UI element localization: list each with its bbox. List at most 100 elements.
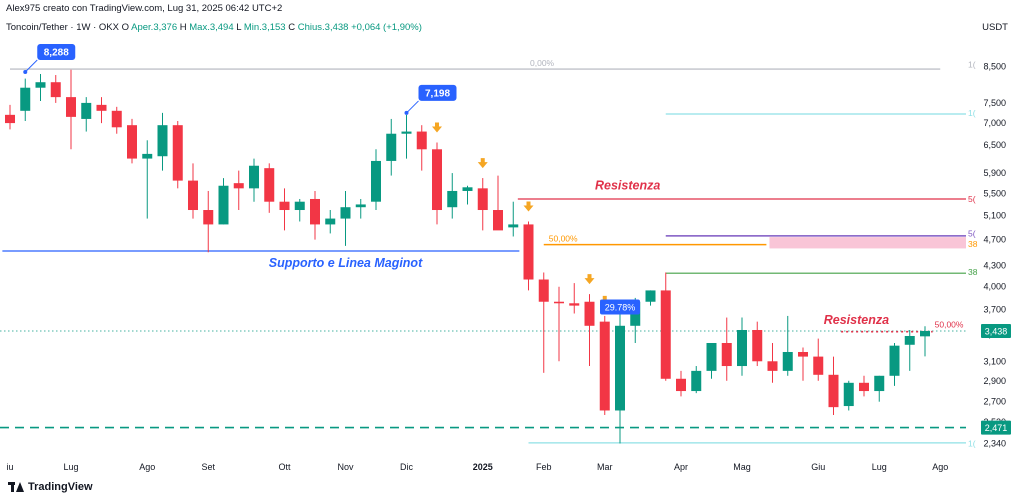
candle <box>249 158 259 202</box>
candle-body <box>188 180 198 211</box>
candle <box>5 104 15 130</box>
x-tick-label: Mag <box>733 462 751 472</box>
candle <box>96 97 107 124</box>
candle-body <box>584 301 595 326</box>
high-label: H <box>179 22 187 33</box>
candle-body <box>50 82 61 98</box>
candle <box>447 173 458 219</box>
candle-body <box>96 104 107 111</box>
candle-body <box>157 125 168 157</box>
candle <box>325 210 336 234</box>
candle <box>233 170 244 211</box>
y-tick-label: 4,300 <box>983 261 1006 271</box>
open-label: O <box>121 22 130 33</box>
candle-body <box>340 207 351 219</box>
candle-body <box>615 325 625 411</box>
candle <box>706 342 717 379</box>
price-callout: 8,288 <box>23 43 76 74</box>
candle <box>523 221 534 291</box>
candle-body <box>386 133 397 161</box>
y-tick-label: 4,700 <box>983 235 1006 245</box>
y-tick-label: 2,340 <box>983 439 1006 449</box>
price-badge-text: 2,471 <box>985 423 1008 433</box>
candle-body <box>5 114 15 124</box>
candle-body <box>294 201 305 211</box>
y-tick-label: 5,500 <box>983 189 1006 199</box>
candle-body <box>920 331 930 337</box>
down-arrow-icon <box>477 158 488 169</box>
candle-body <box>264 168 275 202</box>
brand-label: TradingView <box>28 481 93 493</box>
candle <box>920 326 930 357</box>
change-value: +0,064 (+1,90%) <box>351 22 422 33</box>
candle-body <box>676 378 686 392</box>
candle-body <box>416 131 427 150</box>
candle <box>340 190 351 246</box>
candle-body <box>279 201 290 211</box>
candle-body <box>782 351 793 371</box>
fib-ratio-label: 5( <box>968 228 976 238</box>
level-label: 0,00% <box>530 58 555 68</box>
candle-body <box>798 351 808 357</box>
candle-body <box>81 102 92 119</box>
candle <box>493 175 503 231</box>
y-tick-label: 3,100 <box>983 356 1006 366</box>
candle <box>798 347 808 381</box>
candle-body <box>721 342 732 367</box>
x-tick-label: iu <box>6 462 13 472</box>
candle-body <box>325 218 336 225</box>
candle <box>157 112 168 171</box>
fib-ratio-label: 38 <box>968 267 978 277</box>
callout-leader <box>24 59 38 73</box>
callout-dot <box>404 110 409 115</box>
price-badge <box>981 420 1011 435</box>
candle <box>752 321 763 367</box>
price-badge <box>981 324 1011 339</box>
y-tick-label: 4,000 <box>983 282 1006 292</box>
candle-body <box>477 188 488 211</box>
candle <box>462 185 473 205</box>
currency-label: USDT <box>982 22 1008 33</box>
candle <box>874 375 885 402</box>
candle-body <box>432 149 442 211</box>
fib-ratio-label: 38 <box>968 239 978 249</box>
x-tick-label: Giu <box>811 462 825 472</box>
x-tick-label: Apr <box>674 462 688 472</box>
candle <box>813 338 824 381</box>
x-tick-label: Ago <box>139 462 155 472</box>
candle <box>218 178 229 225</box>
candle <box>310 190 320 240</box>
candle <box>355 198 366 219</box>
tradingview-logo-icon <box>8 482 24 492</box>
down-arrow-icon <box>523 201 534 212</box>
resistance-dotted-label: 50,00% <box>935 320 964 330</box>
candle-body <box>569 303 580 306</box>
candle <box>584 294 595 367</box>
low-label: L <box>236 22 242 33</box>
author-line: Alex975 creato con TradingView.com, Lug … <box>6 3 283 14</box>
time-axis: iu Lug Ago Set Ott Nov Dic 2025 Feb Mar Apr Mag Giu L… <box>6 462 948 472</box>
candle-body <box>66 97 76 117</box>
x-tick-label: Feb <box>536 462 552 472</box>
candle <box>432 142 442 225</box>
candle-body <box>737 329 747 367</box>
tradingview-brand[interactable]: TradingView <box>8 481 93 493</box>
candle-body <box>843 382 854 407</box>
candle-body <box>218 185 229 225</box>
callout-box <box>418 84 457 101</box>
price-axis: 8,500 7,500 7,000 6,500 5,900 5,500 5,100 4,700… <box>968 60 1011 449</box>
candle-body <box>859 382 869 392</box>
high-value: Max.3,494 <box>189 22 234 33</box>
x-tick-label: Set <box>201 462 215 472</box>
candle-body <box>538 279 549 302</box>
candle <box>691 366 702 394</box>
candle <box>660 272 671 381</box>
candle-body <box>889 345 900 376</box>
close-label: C <box>288 22 296 33</box>
chart-annotation: Supporto e Linea Maginot <box>269 256 423 270</box>
symbol-label[interactable]: Toncoin/Tether · 1W · OKX <box>6 22 119 33</box>
candle-body <box>310 198 320 225</box>
candle-body <box>874 375 885 392</box>
